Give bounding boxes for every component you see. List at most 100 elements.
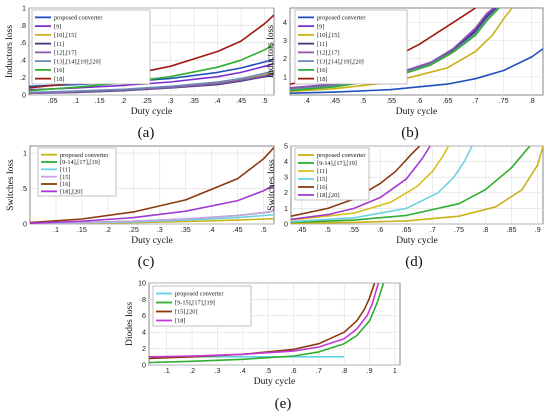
x-tick-label: .2 (105, 225, 111, 234)
legend-box (37, 147, 117, 197)
legend-label: [16] (54, 67, 65, 74)
legend-label: proposed converter (175, 291, 224, 298)
x-tick-label: .6 (377, 225, 383, 234)
y-tick-label: .8 (20, 21, 26, 30)
legend-box (294, 9, 408, 85)
legend-label: [9] (54, 23, 61, 30)
legend: proposed converter[9-14],[17],[19][11] [1… (37, 147, 117, 197)
x-axis-label: Duty cycle (131, 107, 172, 117)
x-tick-label: .7 (430, 225, 436, 234)
x-axis-label: Duty cycle (131, 236, 172, 246)
y-tick-label: 1 (23, 148, 27, 157)
y-tick-label: .4 (20, 56, 26, 65)
x-tick-label: .25 (142, 96, 152, 105)
legend-label: [16] (317, 67, 328, 74)
x-tick-label: .45 (233, 225, 243, 234)
x-tick-label: .45 (236, 96, 246, 105)
legend-label: [13],[14],[19],[20] (317, 58, 364, 65)
y-tick-label: 6 (142, 311, 146, 320)
legend: proposed converter[9-14],[17],[19][11][1… (294, 147, 370, 201)
panel-label: (c) (138, 254, 155, 270)
x-tick-label: .6 (416, 96, 422, 105)
y-tick-label: .2 (20, 73, 26, 82)
legend-label: [11] (54, 41, 64, 48)
x-tick-label: .7 (473, 96, 479, 105)
legend-label: proposed converter (60, 152, 109, 159)
x-tick-label: .9 (535, 225, 541, 234)
legend-label: [16] (317, 184, 328, 191)
y-tick-label: 8 (142, 295, 146, 304)
series-group (291, 146, 543, 224)
y-tick-label: 2 (284, 188, 288, 197)
chart-panel: .1 .15 .2 .25 .3 .35 .4 .45 .5 0 .5 1 Duty cycle Swit… (6, 145, 275, 270)
series-group (149, 283, 385, 364)
x-tick-label: .2 (120, 96, 126, 105)
legend-label: [13],[14],[19],[20] (54, 58, 101, 65)
legend-label: proposed converter (54, 15, 103, 22)
x-tick-label: .45 (297, 225, 307, 234)
y-tick-label: 4 (142, 328, 146, 337)
series-line (149, 283, 385, 364)
legend-label: [15],[20] (175, 309, 198, 316)
legend-box (294, 147, 370, 201)
series-line (29, 69, 274, 94)
x-tick-label: .5 (325, 225, 331, 234)
y-tick-label: 1 (284, 204, 288, 213)
x-tick-label: .5 (261, 225, 267, 234)
series-line (291, 146, 450, 221)
y-axis-label: Inductors loss (5, 25, 15, 78)
y-axis-label: Inductors loss (266, 25, 276, 78)
x-tick-label: .1 (164, 366, 170, 375)
x-axis-label: Duty cycle (254, 377, 295, 387)
x-tick-label: .3 (214, 366, 220, 375)
x-tick-label: .8 (529, 96, 535, 105)
y-tick-label: 0 (142, 360, 146, 369)
legend-label: proposed converter (317, 15, 366, 22)
x-tick-label: .5 (265, 366, 271, 375)
y-tick-label: 0 (22, 90, 26, 99)
x-tick-label: .4 (240, 366, 246, 375)
y-tick-label: 2 (283, 54, 287, 63)
x-tick-label: .4 (304, 96, 310, 105)
x-tick-label: .35 (189, 96, 199, 105)
x-tick-label: .9 (367, 366, 373, 375)
y-axis-label: Switches loss (267, 159, 277, 211)
series-line (149, 283, 380, 358)
x-tick-label: .6 (291, 366, 297, 375)
chart-panel: .4 .45 .5 .55 .6 .65 .7 .75 .8 1 2 3 4 Duty cycle Indu… (266, 7, 544, 141)
x-axis-label: Duty cycle (396, 107, 437, 117)
series-line (291, 146, 531, 224)
series-group (29, 14, 274, 95)
panel-label: (e) (275, 396, 292, 412)
y-tick-label: 5 (284, 141, 288, 150)
x-tick-label: .5 (262, 96, 268, 105)
y-tick-label: 0 (23, 219, 27, 228)
legend-label: [16] (60, 181, 71, 188)
x-tick-label: .5 (360, 96, 366, 105)
legend-box (31, 9, 151, 85)
legend-label: [18] (175, 318, 186, 325)
legend-label: [9-14],[17],[19] (60, 159, 100, 166)
series-line (30, 184, 274, 224)
y-axis-label: Diodes loss (125, 302, 135, 346)
legend: proposed converter [9-15],[17],[19] [15],[… (152, 285, 252, 327)
x-tick-label: .8 (482, 225, 488, 234)
series-line (29, 43, 274, 92)
legend-label: [9] (317, 23, 324, 30)
legend-label: [11] (317, 41, 327, 48)
legend-label: [11] (60, 167, 70, 174)
y-tick-label: 1 (283, 72, 287, 81)
legend-label: [10],[15] (54, 32, 77, 39)
x-tick-label: .85 (507, 225, 517, 234)
y-tick-label: 1 (22, 3, 26, 12)
x-tick-label: .65 (402, 225, 412, 234)
x-tick-label: .55 (386, 96, 396, 105)
y-axis-label: Switches loss (6, 159, 16, 211)
chart-panel: .05 .1 .15 .2 .25 .3 .35 .4 .45 .5 0 .2 .4 .6 .8 1 Duty … (5, 3, 275, 141)
y-tick-label: 3 (283, 36, 287, 45)
x-tick-label: .35 (181, 225, 191, 234)
legend-label: proposed converter (317, 152, 366, 159)
x-axis-label: Duty cycle (396, 236, 437, 246)
